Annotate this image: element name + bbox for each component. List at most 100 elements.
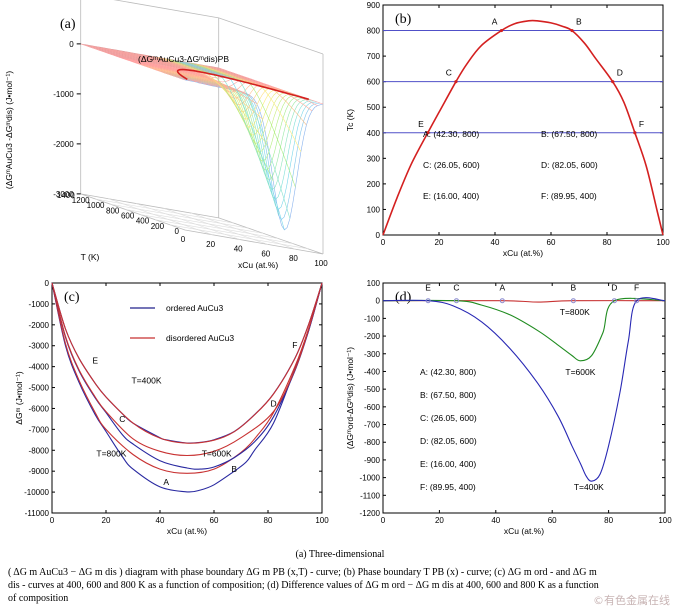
y-tick-label: -900 [364,456,381,465]
y-tick-label: -700 [364,421,381,430]
point-marker [570,28,574,33]
T-axis-label: T (K) [81,252,100,262]
y-tick-label: 500 [367,103,381,112]
y-tick-label: -8000 [29,446,50,455]
y-tick-label: -1100 [360,491,380,500]
surface-mesh [124,51,230,90]
point-label: C [453,283,459,293]
plot-frame [382,282,666,514]
point-label: E [418,119,424,129]
z-tick-label: 0 [69,40,74,49]
point-coordinate: D: (82.05, 600) [541,160,598,170]
T-tick-label: 1400 [57,191,75,200]
point-marker [454,80,458,84]
T-tick-label: 400 [136,217,150,226]
floor-grid [108,198,213,236]
surface-mesh [80,43,186,81]
x-axis-label: xCu (at.%) [503,248,543,258]
surface-mesh [152,56,257,104]
legend-label: disordered AuCu3 [166,333,234,343]
point-marker [570,298,576,304]
y-tick-label: -4000 [29,363,50,372]
surface-mesh [86,44,191,82]
temperature-label: T=800K [96,449,126,459]
point-coordinate: E: (16.00, 400) [420,459,476,469]
y-tick-label: -9000 [29,467,50,476]
point-label: A [163,477,169,487]
y-tick-label: 800 [367,27,381,36]
y-tick-label: -1200 [360,509,381,518]
floor-grid [135,203,241,240]
y-tick-label: 0 [45,279,50,288]
y-tick-label: -5000 [29,384,50,393]
x-tick-label: 40 [491,516,500,525]
y-tick-label: -7000 [29,425,50,434]
x-tick-label: 0 [381,516,386,525]
curve-label: T=800K [560,307,590,317]
point-marker [425,298,431,304]
x-tick-label: 0 [181,235,186,244]
floor-grid [95,198,234,224]
curve-label: T=400K [574,482,604,492]
y-tick-label: -200 [364,332,381,341]
y-tick-label: -1000 [29,300,50,309]
x-tick-label: 20 [435,238,444,247]
point-marker [634,298,640,304]
point-coordinate: C: (26.05, 600) [423,160,480,170]
floor-grid [155,219,294,244]
surface-mesh [180,60,285,230]
surface-mesh [164,72,303,162]
watermark: ©有色金属在线 [593,594,670,607]
point-label: D [611,283,617,293]
temperature-label: T=400K [131,375,161,385]
panel-b: 0 20 40 60 80 100 0 100 200 300 400 500 600 700 800 900… [345,1,670,258]
x-tick-label: 100 [656,238,670,247]
x-tick-label: 20 [206,240,215,249]
y-tick-label: 600 [367,78,381,87]
point-coordinate: B: (67.50, 800) [420,390,476,400]
y-tick-label: -11000 [25,509,50,518]
y-tick-label: 100 [367,205,381,214]
T-tick-label: 600 [121,212,135,221]
y-axis-label: Tc (K) [345,109,355,131]
floor-grid [163,207,268,245]
y-tick-label: 300 [367,154,381,163]
plot-frame [51,282,323,514]
x-tick-label: 80 [603,238,612,247]
series-line [382,297,666,362]
y-tick-label: -300 [364,350,381,359]
x-tick-label: 60 [261,249,270,258]
surface-mesh [102,47,208,85]
y-tick-label: -800 [364,438,381,447]
surface-mesh [113,49,219,88]
point-label: A [499,283,505,293]
point-label: C [119,414,125,424]
surface-mesh [168,58,274,182]
box-top [113,0,324,55]
point-marker [611,80,615,84]
y-tick-label: -2000 [29,321,50,330]
x-tick-label: 80 [264,516,273,525]
y-tick-label: -400 [364,367,381,376]
x-tick-label: 20 [102,516,111,525]
panel-label: (a) [60,17,76,32]
x-tick-label: 0 [50,516,55,525]
floor-grid [125,209,264,234]
point-marker [499,298,505,304]
surface-mesh [207,65,313,112]
surface-mesh [119,50,224,89]
boundary-curve [382,19,664,236]
y-tick-label: 400 [367,129,381,138]
y-tick-label: -100 [364,314,381,323]
point-label: B [576,17,582,27]
y-tick-label: -6000 [29,404,50,413]
T-tick-label: 1200 [72,196,90,205]
boundary-annotation: (ΔGᵐAuCu3-ΔGᵐdis)PB [138,54,229,64]
x-tick-label: 40 [156,516,165,525]
point-label: F [292,340,297,350]
x-tick-label: 100 [314,259,328,268]
point-marker [426,131,430,135]
surface-mesh [163,58,269,146]
x-axis-label: xCu (at.%) [238,260,278,270]
